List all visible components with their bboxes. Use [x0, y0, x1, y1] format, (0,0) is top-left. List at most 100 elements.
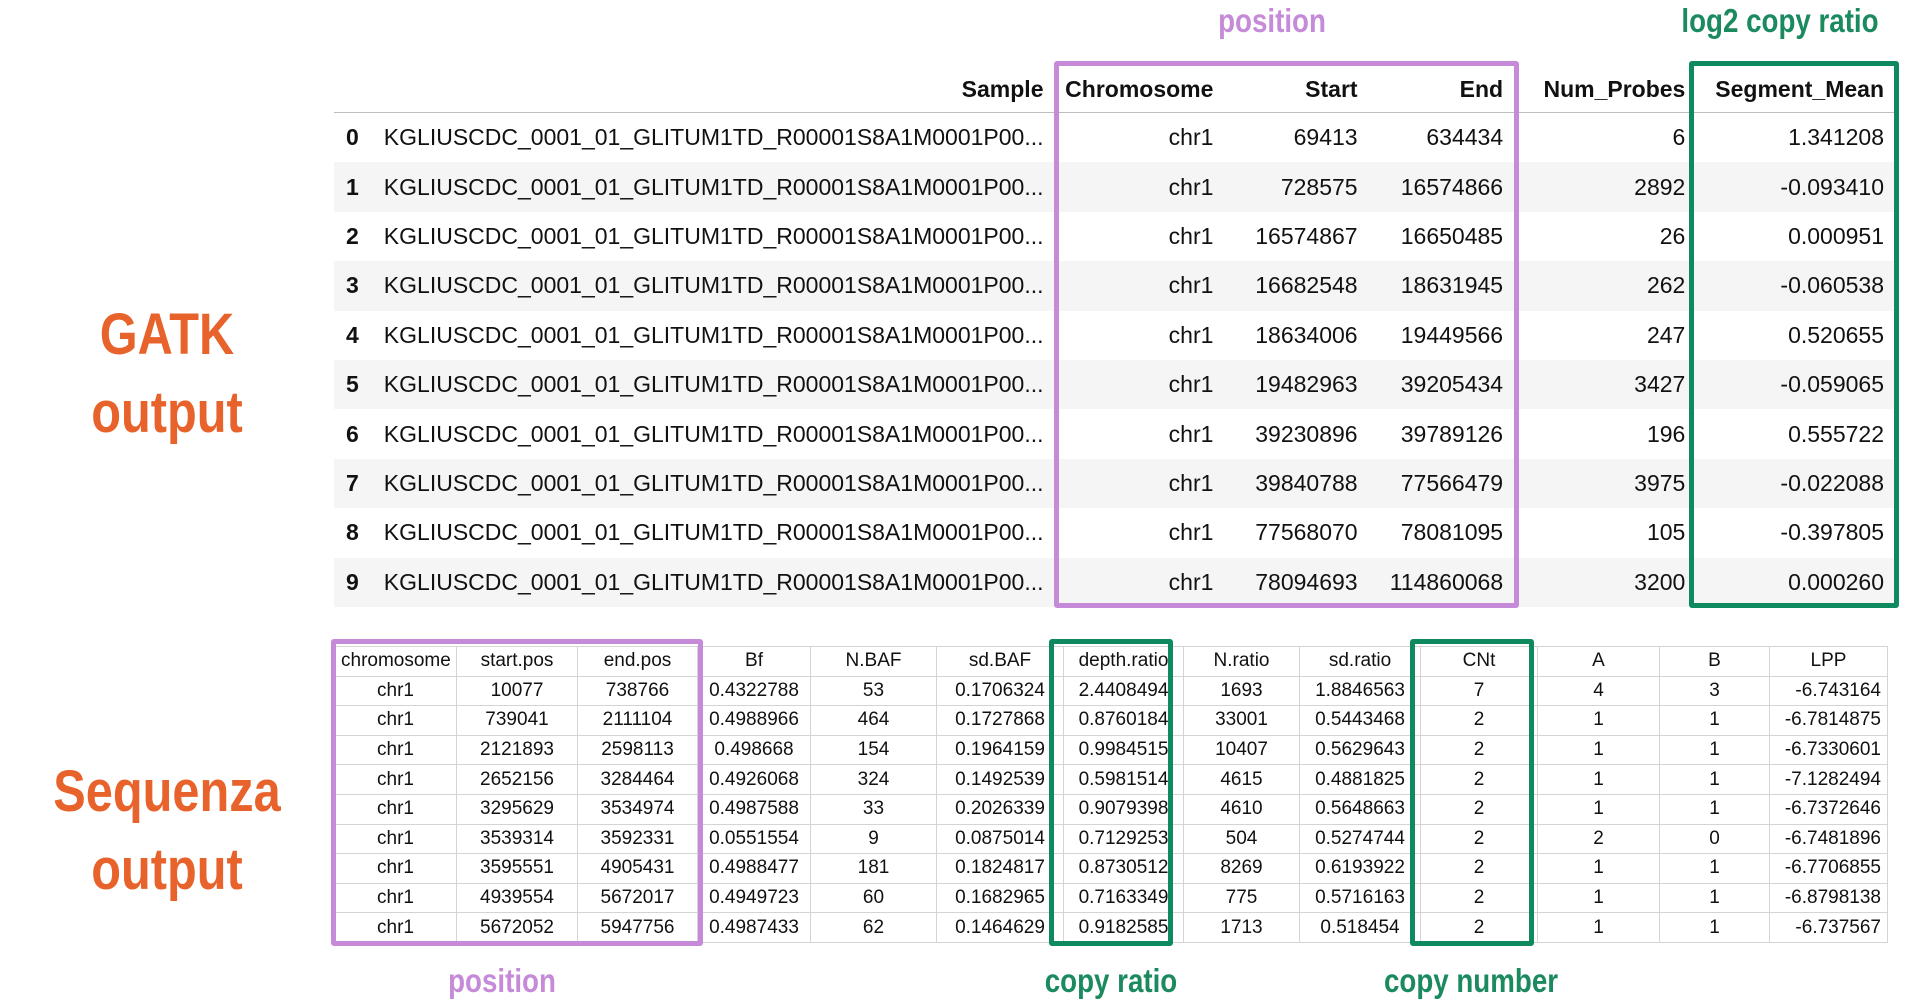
- sequenza-cell: 0.1727868: [936, 705, 1064, 736]
- gatk-cell: chr1: [1168, 321, 1214, 348]
- gatk-cell: -0.093410: [1695, 162, 1894, 212]
- gatk-cell: 8: [346, 519, 359, 546]
- gatk-header-cell: End: [1367, 66, 1514, 113]
- gatk-table-row: 2 KGLIUSCDC_0001_01_GLITUM1TD_R00001S8A1M…: [334, 212, 1894, 261]
- gatk-cell: 39840788: [1223, 458, 1368, 509]
- gatk-cell: 9: [334, 557, 374, 607]
- sequenza-cell: chr1: [334, 675, 457, 707]
- gatk-cell: KGLIUSCDC_0001_01_GLITUM1TD_R00001S8A1M0…: [383, 321, 1044, 348]
- gatk-cell: 16574866: [1367, 162, 1514, 212]
- gatk-cell: 5: [334, 359, 374, 410]
- sequenza-cell: 10077: [456, 675, 578, 707]
- sequenza-table-row: chr1 5672052 5947756 0.4987433 62 0.1464629 0.…: [334, 912, 1888, 943]
- sequenza-cell: -7.1282494: [1769, 764, 1888, 795]
- gatk-cell: 1.341208: [1788, 124, 1884, 151]
- sequenza-cell: 4905431: [577, 853, 698, 884]
- gatk-cell: 1: [334, 162, 374, 212]
- sequenza-cell: 0.1824817: [936, 853, 1064, 884]
- sequenza-cell: 1: [1659, 764, 1770, 795]
- sequenza-cell: 0.5274744: [1299, 823, 1421, 855]
- gatk-cell: 39205434: [1367, 359, 1514, 410]
- sequenza-header-cell: depth.ratio: [1063, 646, 1184, 677]
- sequenza-cell: 1: [1537, 705, 1660, 736]
- gatk-cell: 77566479: [1367, 458, 1514, 509]
- sequenza-table-body: chr1 10077 738766 0.4322788 53 0.1706324 2.440…: [334, 675, 1888, 943]
- sequenza-cell: chr1: [334, 705, 457, 736]
- sequenza-cell: 0.7163349: [1063, 882, 1184, 914]
- gatk-cell: 105: [1646, 519, 1686, 546]
- sequenza-cell: 2: [1420, 764, 1538, 795]
- gatk-cell: 728575: [1223, 162, 1368, 212]
- gatk-position-annotation: position: [1218, 2, 1326, 39]
- sequenza-cell: 9: [810, 823, 937, 855]
- sequenza-cell: 0.518454: [1299, 912, 1421, 943]
- gatk-cell: chr1: [1168, 124, 1214, 151]
- sequenza-cell: 0.8730512: [1063, 853, 1184, 884]
- sequenza-cnt-box: [1410, 639, 1534, 946]
- gatk-cell: KGLIUSCDC_0001_01_GLITUM1TD_R00001S8A1M0…: [373, 458, 1054, 509]
- gatk-cell: 16574867: [1255, 222, 1358, 249]
- sequenza-cell: 1: [1659, 882, 1770, 914]
- sequenza-output-label: Sequenza output: [27, 753, 308, 909]
- gatk-cell: 2892: [1513, 162, 1696, 212]
- gatk-cell: 3427: [1513, 359, 1696, 410]
- gatk-cell: 19482963: [1223, 359, 1368, 410]
- sequenza-cell: -6.7706855: [1769, 853, 1888, 884]
- sequenza-cell: 4610: [1183, 793, 1300, 825]
- gatk-cell: 18634006: [1255, 321, 1358, 348]
- sequenza-cell: 33: [810, 793, 937, 825]
- gatk-cell: 19449566: [1400, 321, 1504, 348]
- gatk-cell: chr1: [1053, 359, 1224, 410]
- gatk-cell: -0.059065: [1695, 359, 1894, 410]
- sequenza-header-cell: CNt: [1420, 646, 1538, 677]
- gatk-cell: 247: [1646, 321, 1686, 348]
- sequenza-cell: -6.7372646: [1769, 793, 1888, 825]
- sequenza-header-cell: sd.ratio: [1299, 646, 1421, 677]
- sequenza-cell: chr1: [334, 793, 457, 825]
- sequenza-cell: 8269: [1183, 853, 1300, 884]
- sequenza-cell: 0.4988477: [697, 853, 811, 884]
- sequenza-cell: 0.4881825: [1299, 764, 1421, 795]
- sequenza-copy-ratio-box: [1049, 639, 1173, 946]
- gatk-cell: 16682548: [1223, 261, 1368, 311]
- gatk-cell: KGLIUSCDC_0001_01_GLITUM1TD_R00001S8A1M0…: [383, 222, 1044, 249]
- sequenza-cell: 53: [810, 675, 937, 707]
- gatk-cell: 0.555722: [1788, 420, 1884, 447]
- sequenza-table-row: chr1 2121893 2598113 0.498668 154 0.1964159 0.…: [334, 734, 1888, 766]
- sequenza-cell: 0.1682965: [936, 882, 1064, 914]
- sequenza-cell: 0.5716163: [1299, 882, 1421, 914]
- gatk-cell: 0.000951: [1788, 222, 1884, 249]
- sequenza-cell: 0.5629643: [1299, 734, 1421, 766]
- sequenza-cell: 1: [1659, 912, 1770, 943]
- gatk-cell: chr1: [1053, 261, 1224, 311]
- sequenza-cell: 1: [1537, 912, 1660, 943]
- gatk-cell: chr1: [1168, 519, 1214, 546]
- sequenza-output-line1: Sequenza: [53, 759, 281, 824]
- gatk-cell: 6: [346, 420, 359, 447]
- sequenza-cell: 1: [1659, 705, 1770, 736]
- sequenza-header-cell: N.ratio: [1183, 646, 1300, 677]
- gatk-cell: chr1: [1168, 420, 1214, 447]
- sequenza-cell: 0.4322788: [697, 675, 811, 707]
- sequenza-cell: -6.743164: [1769, 675, 1888, 707]
- sequenza-cell: 0.1464629: [936, 912, 1064, 943]
- gatk-cell: KGLIUSCDC_0001_01_GLITUM1TD_R00001S8A1M0…: [383, 420, 1044, 447]
- sequenza-table-row: chr1 739041 2111104 0.4988966 464 0.1727868 0.…: [334, 705, 1888, 736]
- gatk-position-box: [1054, 61, 1519, 608]
- gatk-cell: 3975: [1513, 458, 1696, 509]
- sequenza-cell: 0: [1659, 823, 1770, 855]
- sequenza-cell: -6.7481896: [1769, 823, 1888, 855]
- gatk-header-cell: [334, 66, 374, 113]
- gatk-output-label: GATK output: [91, 302, 243, 445]
- gatk-cell: 114860068: [1367, 557, 1514, 607]
- sequenza-cell: 2111104: [577, 705, 698, 736]
- sequenza-table-row: chr1 10077 738766 0.4322788 53 0.1706324 2.440…: [334, 675, 1888, 707]
- sequenza-position-annotation: position: [448, 962, 556, 999]
- sequenza-cell: 0.1964159: [936, 734, 1064, 766]
- gatk-header-cell: Sample: [373, 66, 1054, 113]
- sequenza-cell: 0.0551554: [697, 823, 811, 855]
- sequenza-cell: 0.5981514: [1063, 764, 1184, 795]
- sequenza-cell: 1: [1659, 853, 1770, 884]
- sequenza-header-cell: start.pos: [456, 646, 578, 677]
- sequenza-cell: 2121893: [456, 734, 578, 766]
